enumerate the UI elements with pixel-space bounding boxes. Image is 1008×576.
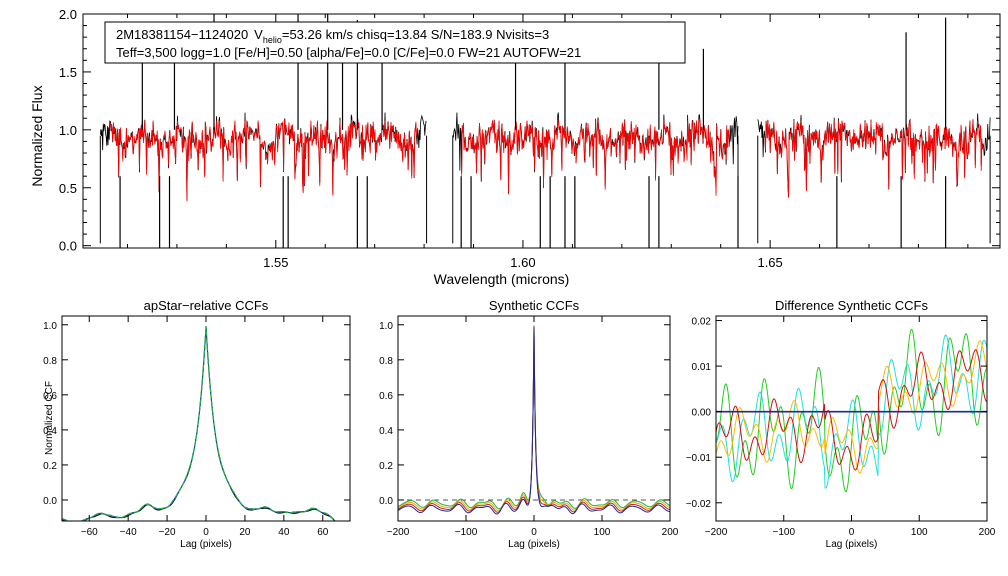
p3-y-tick-label: 0.01 bbox=[692, 362, 712, 373]
p2-x-tick-label: 200 bbox=[662, 527, 679, 538]
diff-ccf-diff-yellow bbox=[716, 340, 987, 474]
diff-ccf-diff-cyan bbox=[716, 334, 987, 489]
diff-ccf-title: Difference Synthetic CCFs bbox=[775, 298, 928, 313]
synthetic-ccf-x-axis-label: Lag (pixels) bbox=[508, 539, 560, 550]
diff-ccf-ticks: −200 −100 0 100 200 −0.02 −0.01 0.00 0.01 0.02 bbox=[686, 316, 996, 538]
apstar-ccf-visit-3 bbox=[62, 325, 350, 521]
synthetic-ccf-title: Synthetic CCFs bbox=[489, 298, 580, 313]
synthetic-ccf-visit-2 bbox=[398, 325, 670, 512]
p1-x-tick-label: 40 bbox=[278, 527, 290, 538]
p3-y-tick-label: 0.02 bbox=[692, 317, 712, 328]
spectrum-legend: 2M18381154−1124020 Vhelio=53.26 km/s chis… bbox=[104, 21, 686, 64]
synthetic-ccf-visit-3 bbox=[398, 326, 670, 513]
apstar-ccf-traces bbox=[62, 325, 350, 521]
p1-x-tick-label: −40 bbox=[120, 527, 137, 538]
p3-y-tick-label: 0.00 bbox=[692, 408, 712, 419]
observed-spectrum-chip-1 bbox=[99, 112, 427, 201]
apstar-ccf-panel: −60 −40 −20 0 20 40 60 0.0 0.2 0.4 0.6 0.8 1.0 apSta… bbox=[43, 298, 351, 550]
p2-x-tick-label: −200 bbox=[387, 527, 410, 538]
p1-y-tick-label: 0.8 bbox=[43, 356, 57, 367]
diff-ccf-diff-red bbox=[716, 349, 987, 471]
p3-x-tick-label: 200 bbox=[979, 527, 996, 538]
spectrum-x-tick-label: 1.65 bbox=[757, 255, 782, 270]
p2-x-tick-label: 0 bbox=[531, 527, 537, 538]
spectrum-y-axis-label: Normalized Flux bbox=[29, 85, 45, 186]
p1-y-tick-label: 1.0 bbox=[43, 321, 57, 332]
apstar-ccf-x-axis-label: Lag (pixels) bbox=[180, 539, 232, 550]
diff-ccf-plot-frame bbox=[715, 315, 988, 522]
apstar-ccf-title: apStar−relative CCFs bbox=[144, 298, 269, 313]
diff-ccf-x-axis-label: Lag (pixels) bbox=[826, 539, 878, 550]
synthetic-ccf-traces bbox=[398, 325, 670, 515]
legend-box bbox=[104, 21, 686, 64]
p1-y-tick-label: 0.4 bbox=[43, 426, 57, 437]
p1-x-tick-label: 60 bbox=[317, 527, 329, 538]
p2-y-tick-label: 0.4 bbox=[379, 426, 393, 437]
p1-y-tick-label: 0.0 bbox=[43, 496, 57, 507]
p2-y-tick-label: 0.6 bbox=[379, 391, 393, 402]
p3-x-tick-label: 100 bbox=[911, 527, 928, 538]
p2-y-tick-label: 0.8 bbox=[379, 356, 393, 367]
legend-line-1-values: =53.26 km/s chisq=13.84 S/N=183.9 Nvisit… bbox=[282, 27, 549, 42]
spectrum-x-tick-label: 1.55 bbox=[263, 255, 288, 270]
synthetic-ccf-panel: −200 −100 0 100 200 0.0 0.2 0.4 0.6 0.8 1.0 Synthe… bbox=[379, 298, 679, 550]
p2-y-tick-label: 1.0 bbox=[379, 321, 393, 332]
synthetic-ccf-visit-1 bbox=[398, 325, 670, 510]
diff-ccf-diff-green bbox=[716, 328, 987, 493]
p2-x-tick-label: −100 bbox=[455, 527, 478, 538]
synthetic-spectrum-chip-3 bbox=[764, 120, 984, 198]
p2-x-tick-label: 100 bbox=[594, 527, 611, 538]
p3-y-tick-label: −0.01 bbox=[686, 453, 712, 464]
p1-y-tick-label: 0.6 bbox=[43, 391, 57, 402]
p2-y-tick-label: 0.2 bbox=[379, 461, 393, 472]
apstar-ccf-visit-1 bbox=[62, 327, 350, 521]
spectrum-y-tick-label: 0.5 bbox=[59, 181, 77, 196]
p1-x-tick-label: −20 bbox=[159, 527, 176, 538]
p3-x-tick-label: −100 bbox=[772, 527, 795, 538]
legend-star-id: 2M18381154−1124020 bbox=[116, 27, 248, 42]
synthetic-ccf-ticks: −200 −100 0 100 200 0.0 0.2 0.4 0.6 0.8 1.0 bbox=[379, 316, 679, 538]
spectrum-y-tick-label: 1.0 bbox=[59, 123, 77, 138]
synthetic-spectrum-chip-1 bbox=[109, 120, 417, 202]
synthetic-ccf-combined bbox=[398, 326, 670, 515]
spectrum-ticks: 1.55 1.60 1.65 0.0 0.5 1.0 1.5 2.0 bbox=[59, 7, 1000, 270]
observed-spectrum-chip-3 bbox=[757, 113, 991, 198]
p1-x-tick-label: 0 bbox=[203, 527, 209, 538]
apstar-ccf-visit-2 bbox=[62, 325, 350, 521]
legend-vhelio-symbol: V bbox=[254, 27, 263, 42]
spectrum-x-axis-label: Wavelength (microns) bbox=[434, 271, 570, 287]
spectrum-plot-frame bbox=[82, 13, 1001, 249]
apstar-ccf-ticks: −60 −40 −20 0 20 40 60 0.0 0.2 0.4 0.6 0.8 1.0 bbox=[43, 316, 350, 538]
spectrum-panel: 1.55 1.60 1.65 0.0 0.5 1.0 1.5 2.0 Wavelength (… bbox=[29, 7, 1001, 287]
diff-ccf-panel: −200 −100 0 100 200 −0.02 −0.01 0.00 0.01 0.02 Di… bbox=[686, 298, 996, 550]
diff-ccf-traces bbox=[716, 328, 987, 493]
spectrum-y-tick-label: 2.0 bbox=[59, 7, 77, 22]
legend-line-2: Teff=3,500 logg=1.0 [Fe/H]=0.50 [alpha/F… bbox=[116, 45, 581, 60]
p3-y-tick-label: −0.02 bbox=[686, 499, 712, 510]
p3-x-tick-label: 0 bbox=[849, 527, 855, 538]
legend-line-1: 2M18381154−1124020 Vhelio=53.26 km/s chis… bbox=[116, 27, 549, 45]
spectrum-y-tick-label: 0.0 bbox=[59, 239, 77, 254]
spectrum-y-tick-label: 1.5 bbox=[59, 65, 77, 80]
p2-y-tick-label: 0.0 bbox=[379, 496, 393, 507]
apstar-ccf-plot-frame bbox=[61, 315, 351, 522]
spectrum-x-tick-label: 1.60 bbox=[510, 255, 535, 270]
p1-x-tick-label: 20 bbox=[239, 527, 251, 538]
apstar-ccf-y-axis-label: Normalized CCF bbox=[44, 381, 55, 455]
p3-x-tick-label: −200 bbox=[705, 527, 728, 538]
legend-vhelio-subscript: helio bbox=[263, 35, 282, 45]
synthetic-spectrum-chip-2 bbox=[461, 120, 730, 196]
p1-y-tick-label: 0.2 bbox=[43, 461, 57, 472]
p1-x-tick-label: −60 bbox=[81, 527, 98, 538]
